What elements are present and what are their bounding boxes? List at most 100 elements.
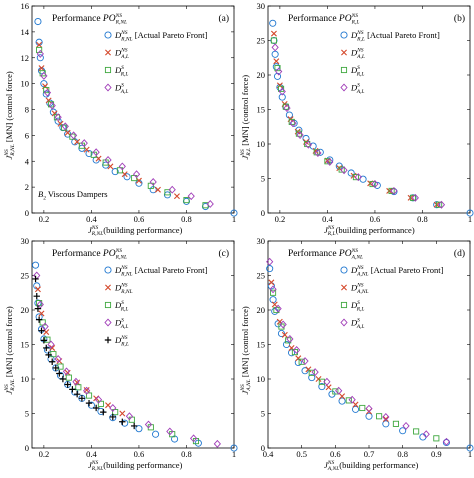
data-point-approx-nl <box>154 186 161 193</box>
y-tick-label: 20 <box>257 305 266 315</box>
data-point-approx-al <box>125 412 134 421</box>
data-point-approx-nl <box>38 310 45 317</box>
data-point-approx-nl <box>38 65 45 72</box>
x-tick-label: 0.4 <box>263 449 274 459</box>
y-tick-label: 2 <box>25 182 29 192</box>
y-axis-label-symbol: J <box>4 390 14 395</box>
legend-symbol: D <box>350 48 358 58</box>
panel-title-symbol: PO <box>338 249 352 259</box>
data-point-approx-plus <box>35 316 43 323</box>
series-approx-nl <box>36 41 180 200</box>
legend-marker-approx-nl <box>341 284 347 291</box>
legend-tail: [Actual Pareto Front] <box>369 265 444 275</box>
legend-marker-approx-sl <box>340 66 348 74</box>
legend-sub: R,L <box>120 307 129 313</box>
legend-marker-approx-nl <box>341 49 347 56</box>
data-point-actual-pareto <box>270 36 278 45</box>
legend-symbol: D <box>114 335 122 345</box>
data-point-approx-sl <box>50 351 57 358</box>
data-point-approx-sl <box>369 180 376 188</box>
data-point-approx-al <box>340 166 348 175</box>
panel-title-symbol: PO <box>102 249 116 259</box>
data-point-approx-plus <box>45 351 52 359</box>
legend-sup: S <box>357 300 360 306</box>
data-point-actual-pareto <box>230 444 238 452</box>
panel-label: (a) <box>218 13 229 24</box>
legend-tail: [Actual Pareto Front] <box>133 30 208 40</box>
x-tick-label: 0.4 <box>86 449 97 459</box>
legend-marker-approx-al <box>104 83 112 92</box>
legend-symbol: D <box>114 265 122 275</box>
data-point-approx-al <box>149 177 157 186</box>
y-tick-label: 25 <box>257 36 266 46</box>
data-point-approx-al <box>323 377 331 386</box>
legend-sup: NS <box>120 265 128 271</box>
y-axis-label-group: JNSR,NL [MN] (control force) <box>4 71 16 159</box>
data-point-approx-al <box>166 427 174 436</box>
legend-sub: R,L <box>120 72 129 78</box>
legend-entry-approx-al: DS A,L <box>114 83 128 96</box>
y-tick-label: 15 <box>257 105 266 115</box>
x-tick-label: 0.6 <box>330 449 341 459</box>
data-point-actual-pareto <box>230 209 238 217</box>
data-point-approx-al <box>132 170 141 179</box>
y-axis-label-text: [MN] (control force) <box>4 306 14 379</box>
x-tick-label: 0.8 <box>397 449 408 459</box>
y-tick-label: 20 <box>257 70 266 80</box>
x-tick-label: 1 <box>232 449 236 459</box>
legend-sub: A,L <box>120 324 129 330</box>
y-tick-label: 25 <box>257 271 266 281</box>
annotation-symbol: B <box>38 189 43 199</box>
legend-symbol: D <box>114 48 122 58</box>
data-point-approx-al <box>422 430 430 439</box>
series-approx-al <box>36 49 214 208</box>
data-point-approx-sl <box>36 46 43 54</box>
legend-entry-approx-sl: DS R,L <box>350 300 364 313</box>
data-point-approx-sl <box>409 194 417 201</box>
x-tick-label: 1 <box>468 214 472 224</box>
legend-symbol: D <box>350 83 358 93</box>
data-point-approx-sl <box>433 435 440 442</box>
legend-marker-approx-al <box>340 83 348 92</box>
data-point-actual-pareto <box>466 209 474 217</box>
legend-symbol: D <box>114 30 122 40</box>
data-point-approx-al <box>442 437 451 446</box>
x-axis-label-text: (building performance) <box>103 460 182 470</box>
legend-entry-approx-nl: DNS A,NL <box>350 283 369 296</box>
legend-entry-actual-pareto: DNS A,NL [Actual Pareto Front] <box>350 265 444 278</box>
y-axis-label-symbol: J <box>240 390 250 395</box>
y-tick-label: 0 <box>261 443 265 453</box>
data-point-actual-pareto <box>365 412 373 420</box>
legend-sub: A,L <box>120 54 129 60</box>
panel-title-sup: NS <box>351 248 359 254</box>
data-point-approx-sl <box>298 358 305 365</box>
data-point-approx-al <box>168 185 176 194</box>
data-point-actual-pareto <box>466 444 474 452</box>
data-point-approx-al <box>48 101 56 110</box>
x-tick-label: 0.5 <box>296 449 307 459</box>
x-axis-label-symbol: J <box>324 225 329 235</box>
series-actual-pareto <box>266 265 474 452</box>
data-point-actual-pareto <box>277 329 286 338</box>
data-point-approx-sl <box>85 392 93 399</box>
x-tick-label: 0.8 <box>417 214 428 224</box>
legend-sub: R,L <box>356 72 365 78</box>
data-point-approx-nl <box>273 58 280 65</box>
data-point-approx-sl <box>332 388 339 395</box>
data-point-approx-nl <box>295 355 302 362</box>
legend-entry-actual-pareto: DNS R,L [Actual Pareto Front] <box>350 30 440 43</box>
data-point-approx-al <box>36 49 44 58</box>
data-point-actual-pareto <box>182 197 191 205</box>
data-point-approx-nl <box>305 366 312 373</box>
data-point-actual-pareto <box>399 427 407 435</box>
panel-title: Performance PONS R,NL <box>52 248 127 261</box>
data-point-approx-al <box>213 439 221 448</box>
y-tick-label: 6 <box>25 130 29 140</box>
y-axis-label: JNSR,NL [MN] (control force) <box>4 306 16 394</box>
y-tick-label: 0 <box>25 208 29 218</box>
legend-sup: S <box>121 65 124 71</box>
data-point-actual-pareto <box>34 17 42 26</box>
data-point-approx-sl <box>164 189 171 196</box>
data-point-actual-pareto <box>301 367 309 375</box>
legend-symbol: D <box>350 65 358 75</box>
